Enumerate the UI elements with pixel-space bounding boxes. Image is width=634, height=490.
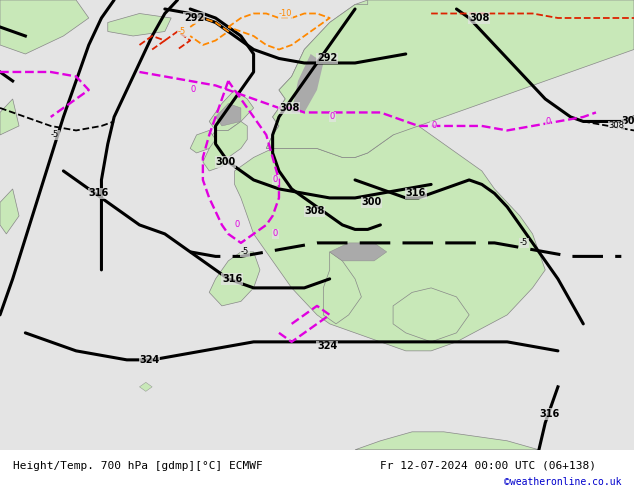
Polygon shape xyxy=(266,0,469,157)
Text: 0: 0 xyxy=(235,220,240,229)
Text: 324: 324 xyxy=(317,342,337,351)
Text: -5: -5 xyxy=(51,130,59,140)
Polygon shape xyxy=(292,54,323,113)
Polygon shape xyxy=(355,432,539,450)
Polygon shape xyxy=(203,122,247,171)
Text: -5: -5 xyxy=(241,247,249,256)
Polygon shape xyxy=(216,103,241,126)
Text: 316: 316 xyxy=(222,274,242,284)
Text: Height/Temp. 700 hPa [gdmp][°C] ECMWF: Height/Temp. 700 hPa [gdmp][°C] ECMWF xyxy=(13,461,262,471)
Polygon shape xyxy=(139,382,152,392)
Polygon shape xyxy=(323,252,361,324)
Text: -5: -5 xyxy=(178,27,186,36)
Polygon shape xyxy=(0,0,89,54)
Text: -5: -5 xyxy=(520,239,528,247)
Polygon shape xyxy=(0,99,19,135)
Text: 308: 308 xyxy=(304,206,325,217)
Text: 0: 0 xyxy=(330,112,335,122)
Text: 308: 308 xyxy=(609,122,624,130)
Polygon shape xyxy=(266,0,634,157)
Text: 308: 308 xyxy=(469,13,489,23)
Text: 324: 324 xyxy=(139,355,160,365)
Text: 316: 316 xyxy=(539,409,559,419)
Polygon shape xyxy=(0,189,19,234)
Text: 300: 300 xyxy=(216,157,236,167)
Text: 292: 292 xyxy=(184,13,204,23)
Polygon shape xyxy=(190,130,216,153)
Polygon shape xyxy=(235,126,545,351)
Polygon shape xyxy=(108,14,171,36)
Text: 0: 0 xyxy=(273,175,278,184)
Text: Fr 12-07-2024 00:00 UTC (06+138): Fr 12-07-2024 00:00 UTC (06+138) xyxy=(380,461,597,471)
Text: 316: 316 xyxy=(89,189,109,198)
Text: 316: 316 xyxy=(406,189,426,198)
Text: 308: 308 xyxy=(279,103,299,113)
Text: 308: 308 xyxy=(621,117,634,126)
Text: 300: 300 xyxy=(361,197,382,207)
Polygon shape xyxy=(209,90,254,130)
Text: 0: 0 xyxy=(545,117,550,126)
Polygon shape xyxy=(311,148,330,171)
Text: 0: 0 xyxy=(431,122,436,130)
Polygon shape xyxy=(330,243,387,261)
Polygon shape xyxy=(393,288,469,342)
Text: 0: 0 xyxy=(273,229,278,239)
Text: 0: 0 xyxy=(190,85,195,95)
Text: 292: 292 xyxy=(317,53,337,64)
Text: ©weatheronline.co.uk: ©weatheronline.co.uk xyxy=(504,477,621,487)
Text: -10: -10 xyxy=(279,9,292,18)
Polygon shape xyxy=(209,252,260,306)
